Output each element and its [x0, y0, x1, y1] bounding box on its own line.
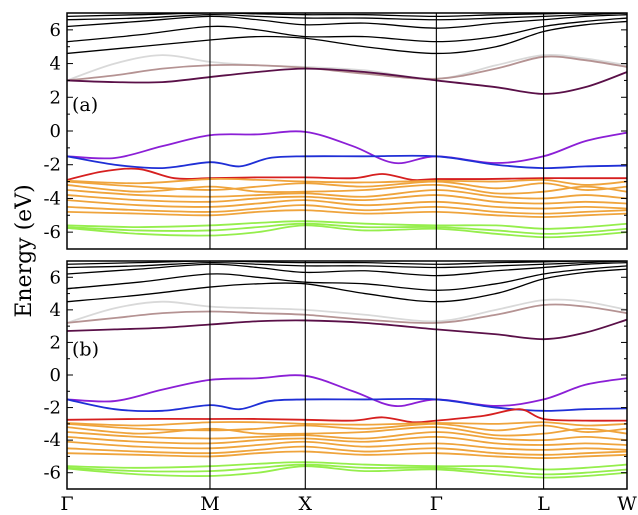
band-line — [67, 261, 627, 277]
y-tick-label: 4 — [50, 54, 61, 75]
band-line — [67, 130, 627, 165]
band-line — [67, 431, 627, 442]
band-line — [67, 184, 627, 195]
band-line — [67, 445, 627, 456]
y-tick-label: 2 — [50, 332, 61, 353]
band-line — [67, 318, 627, 341]
band-line — [67, 224, 627, 239]
band-line — [67, 55, 627, 82]
band-line — [67, 209, 627, 218]
y-tick-label: 4 — [50, 300, 61, 321]
band-line — [67, 13, 627, 21]
band-line — [67, 17, 627, 43]
band-line — [67, 463, 627, 476]
y-tick-label: 2 — [50, 87, 61, 108]
band-line — [67, 189, 627, 200]
panel-label: (a) — [72, 94, 98, 116]
band-line — [67, 421, 627, 427]
kpoint-label: W — [617, 493, 637, 515]
band-line — [67, 20, 627, 55]
kpoint-label: X — [299, 493, 313, 515]
band-line — [67, 465, 627, 479]
kpoint-label: Γ — [430, 493, 443, 515]
y-tick-label: 0 — [50, 121, 61, 142]
band-line — [67, 440, 627, 451]
kpoint-label: L — [537, 493, 550, 515]
panel-b: 6 4 2 0 -2 -4 -6 (b) — [43, 260, 628, 490]
band-line — [67, 374, 627, 407]
band-line — [67, 426, 627, 437]
panel-a: 6 4 2 0 -2 -4 -6 (a) — [43, 12, 628, 250]
band-line — [67, 461, 627, 471]
y-tick-label: -4 — [43, 430, 61, 451]
band-line — [67, 14, 627, 29]
band-lines — [67, 13, 627, 239]
band-line — [67, 154, 627, 170]
band-line — [67, 397, 627, 413]
y-tick-label: 6 — [50, 267, 61, 288]
band-line — [67, 194, 627, 205]
band-line — [67, 199, 627, 210]
band-line — [67, 204, 627, 215]
kpoint-label: M — [200, 493, 219, 515]
band-line — [67, 177, 627, 186]
band-line — [67, 167, 627, 182]
band-line — [67, 265, 627, 291]
band-line — [67, 53, 627, 82]
y-tick-label: -4 — [43, 188, 61, 209]
y-tick-label: -6 — [43, 222, 61, 243]
y-tick-label: -6 — [43, 463, 61, 484]
band-line — [67, 303, 627, 324]
y-tick-label: 6 — [50, 20, 61, 41]
band-line — [67, 261, 627, 269]
panel-label: (b) — [72, 338, 99, 360]
y-tick-label: 0 — [50, 365, 61, 386]
y-axis-title: Energy (eV) — [12, 184, 37, 317]
band-line — [67, 298, 627, 324]
band-line — [67, 222, 627, 235]
band-line — [67, 220, 627, 230]
y-tick-label: -2 — [43, 398, 61, 419]
y-tick-label: -2 — [43, 155, 61, 176]
kpoint-label: Γ — [60, 493, 73, 515]
band-line — [67, 450, 627, 459]
band-line — [67, 435, 627, 446]
band-line — [67, 67, 627, 95]
band-line — [67, 268, 627, 303]
band-lines — [67, 261, 627, 479]
